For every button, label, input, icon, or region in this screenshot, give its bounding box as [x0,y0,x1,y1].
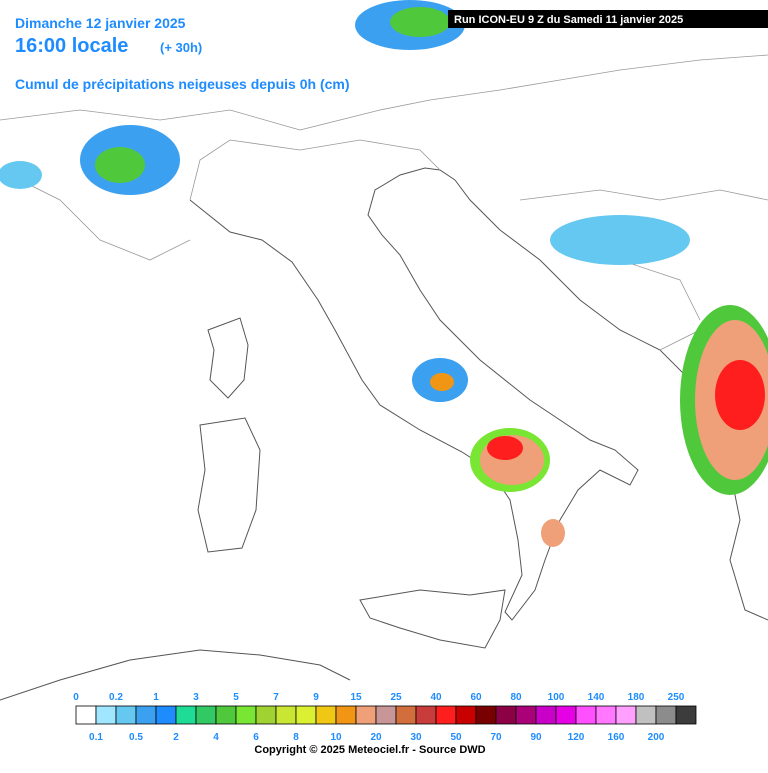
border [189,139,441,201]
legend-swatch [575,705,597,725]
legend-swatch [435,705,457,725]
legend-label: 80 [510,692,522,703]
legend-swatch [495,705,517,725]
legend-label: 30 [410,732,422,743]
legend: 0 0.1 0.2 0.5 1 2 3 4 5 6 7 8 9 10 15 20 25 30 40 50 60 70 80 9… [73,692,697,743]
legend-label: 120 [568,732,585,743]
border [0,169,191,261]
legend-label: 20 [370,732,382,743]
date: Dimanche 12 janvier 2025 [15,15,186,31]
legend-label: 160 [608,732,625,743]
legend-swatch [455,705,477,725]
borders [0,54,768,351]
legend-swatch [315,705,337,725]
legend-swatch [115,705,137,725]
legend-label: 8 [293,732,299,743]
legend-swatch [535,705,557,725]
lead-time: (+ 30h) [160,40,202,55]
copyright: Copyright © 2025 Meteociel.fr - Source D… [254,744,485,756]
snow-area [550,215,690,265]
legend-swatch [515,705,537,725]
snow-areas [0,0,768,547]
legend-swatch [75,705,97,725]
legend-label: 3 [193,692,199,703]
legend-swatch [675,705,697,725]
time: 16:00 locale [15,35,128,57]
legend-label: 180 [628,692,645,703]
legend-swatch [555,705,577,725]
legend-swatch [355,705,377,725]
legend-label: 6 [253,732,259,743]
legend-swatch [475,705,497,725]
legend-label: 60 [470,692,482,703]
run-banner [448,10,768,28]
snow-area [487,436,523,460]
snow-area [0,161,42,189]
snow-area [541,519,565,547]
legend-label: 0.5 [129,732,143,743]
legend-swatch [615,705,637,725]
legend-label: 10 [330,732,342,743]
legend-swatch [175,705,197,725]
legend-swatch [195,705,217,725]
legend-swatch [135,705,157,725]
snow-area [390,7,450,37]
legend-label: 25 [390,692,402,703]
border [0,54,768,131]
legend-label: 100 [548,692,565,703]
legend-label: 200 [648,732,665,743]
legend-label: 5 [233,692,239,703]
legend-label: 0 [73,692,79,703]
legend-label: 2 [173,732,179,743]
legend-swatch [215,705,237,725]
legend-swatch [295,705,317,725]
legend-label: 0.1 [89,732,103,743]
corsica [207,317,249,399]
coastlines [0,167,768,701]
legend-label: 70 [490,732,502,743]
sardinia [197,417,261,553]
legend-swatch [335,705,357,725]
legend-label: 15 [350,692,362,703]
legend-label: 90 [530,732,542,743]
legend-swatch [235,705,257,725]
legend-swatch [655,705,677,725]
italy-coast [189,167,639,621]
run-info: Run ICON-EU 9 Z du Samedi 11 janvier 202… [454,14,683,26]
product: Cumul de précipitations neigeuses depuis… [15,76,350,92]
legend-swatch [635,705,657,725]
legend-label: 9 [313,692,319,703]
legend-label: 40 [430,692,442,703]
legend-swatch [415,705,437,725]
balkan-coast [454,179,768,621]
legend-swatch [275,705,297,725]
legend-label: 50 [450,732,462,743]
legend-swatch [395,705,417,725]
legend-label: 1 [153,692,159,703]
legend-label: 250 [668,692,685,703]
snow-area [715,360,765,430]
snow-area [430,373,454,391]
legend-swatch [375,705,397,725]
legend-swatch [95,705,117,725]
africa-coast [0,649,351,701]
legend-label: 4 [213,732,219,743]
legend-swatch [155,705,177,725]
legend-label: 140 [588,692,605,703]
snow-area [95,147,145,183]
sicily [359,589,506,649]
legend-swatch [595,705,617,725]
legend-swatch [255,705,277,725]
legend-label: 0.2 [109,692,123,703]
legend-label: 7 [273,692,279,703]
